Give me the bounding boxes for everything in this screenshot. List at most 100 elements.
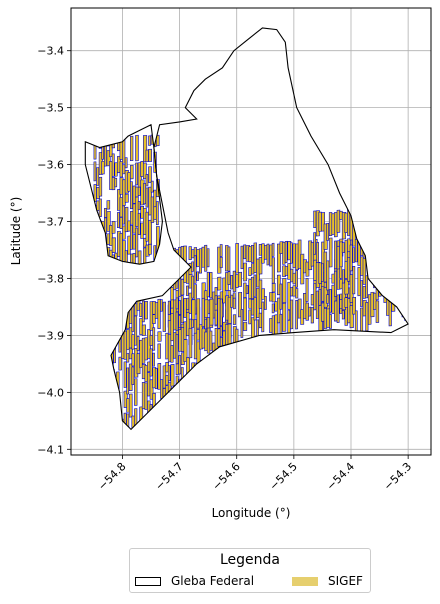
sigef-parcel (137, 212, 141, 235)
sigef-parcel (130, 253, 134, 264)
sigef-parcel (157, 363, 162, 390)
sigef-parcel (156, 134, 160, 147)
sigef-parcel (154, 368, 158, 390)
sigef-parcel (206, 271, 210, 298)
sigef-parcel (354, 239, 358, 263)
y-tick-label: −3.4 (37, 45, 64, 58)
sigef-parcel (131, 415, 136, 430)
sigef-parcel (162, 301, 167, 332)
sigef-parcel (336, 294, 340, 324)
sigef-parcel (248, 309, 252, 325)
sigef-parcel (318, 288, 322, 306)
sigef-parcel (206, 327, 211, 354)
sigef-parcel (238, 271, 243, 287)
sigef-parcel (352, 247, 355, 263)
sigef-parcel (137, 186, 141, 196)
sigef-parcel (365, 275, 369, 299)
sigef-parcel (258, 256, 263, 275)
sigef-parcel (144, 382, 148, 410)
sigef-parcel (352, 265, 356, 295)
y-axis-label: Latitude (°) (9, 197, 23, 266)
sigef-parcel (295, 269, 299, 288)
sigef-parcel (117, 212, 120, 228)
sigef-parcel (287, 309, 291, 321)
sigef-parcel (152, 352, 155, 367)
sigef-parcel (295, 288, 299, 299)
sigef-parcel (305, 278, 309, 302)
sigef-parcel (313, 210, 317, 228)
sigef-parcel (243, 321, 248, 331)
sigef-parcel (191, 275, 195, 299)
sigef-parcel (188, 327, 193, 359)
sigef-parcel (315, 290, 319, 319)
sigef-parcel (139, 318, 143, 335)
sigef-parcel (134, 315, 138, 346)
sigef-parcel (284, 265, 289, 276)
sigef-parcel (122, 225, 126, 240)
sigef-parcel (271, 292, 276, 303)
sigef-parcel (219, 326, 223, 337)
sigef-parcel (230, 294, 234, 308)
sigef-parcel (173, 299, 177, 331)
sigef-parcel (141, 337, 146, 364)
sigef-swatch (292, 576, 318, 586)
sigef-parcel (253, 274, 257, 297)
sigef-parcel (339, 241, 343, 268)
sigef-parcel (114, 162, 118, 177)
sigef-parcel (271, 303, 275, 314)
sigef-parcel (227, 271, 231, 285)
sigef-parcel (127, 220, 131, 232)
sigef-parcel (232, 297, 236, 310)
sigef-parcel (261, 301, 265, 333)
sigef-parcel (191, 299, 196, 321)
sigef-parcel (217, 328, 221, 347)
sigef-parcel (258, 243, 263, 256)
sigef-parcel (191, 249, 195, 259)
sigef-parcel (196, 298, 201, 329)
sigef-parcel (96, 167, 100, 186)
sigef-parcel (243, 282, 247, 298)
sigef-parcel (217, 298, 221, 329)
plot-frame (70, 7, 432, 456)
sigef-parcel (143, 183, 147, 205)
sigef-parcel (145, 174, 149, 187)
sigef-parcel (165, 332, 169, 360)
sigef-parcel (140, 222, 144, 239)
sigef-parcel (186, 297, 190, 310)
sigef-parcel (186, 312, 190, 337)
sigef-parcel (186, 285, 189, 296)
sigef-parcel (206, 248, 210, 268)
sigef-parcel (362, 285, 367, 299)
sigef-parcel (232, 314, 237, 325)
sigef-parcel (124, 157, 128, 169)
sigef-parcel (341, 242, 345, 253)
sigef-parcel (349, 244, 353, 272)
sigef-parcel (157, 298, 161, 330)
sigef-parcel (106, 200, 111, 210)
sigef-parcel (344, 212, 348, 234)
sigef-parcel (183, 321, 187, 340)
sigef-parcel (141, 381, 146, 410)
sigef-parcel (175, 334, 179, 365)
sigef-parcel (295, 299, 299, 330)
sigef-parcel (111, 220, 116, 234)
sigef-parcel (196, 329, 200, 341)
x-tick-label: −54.3 (381, 460, 414, 493)
sigef-parcel (339, 210, 343, 220)
sigef-parcel (128, 393, 133, 418)
sigef-parcel (111, 237, 116, 253)
sigef-parcel (326, 294, 330, 304)
sigef-parcel (135, 134, 139, 162)
sigef-parcel (318, 211, 322, 232)
sigef-parcel (362, 258, 367, 285)
sigef-parcel (193, 332, 198, 360)
sigef-parcel (175, 297, 179, 310)
sigef-parcel (157, 343, 161, 359)
sigef-parcel (160, 379, 164, 399)
sigef-parcel (279, 283, 283, 310)
sigef-parcel (196, 271, 199, 281)
sigef-parcel (334, 240, 337, 270)
y-tick-label: −4.0 (37, 386, 64, 399)
sigef-parcel (114, 177, 118, 188)
